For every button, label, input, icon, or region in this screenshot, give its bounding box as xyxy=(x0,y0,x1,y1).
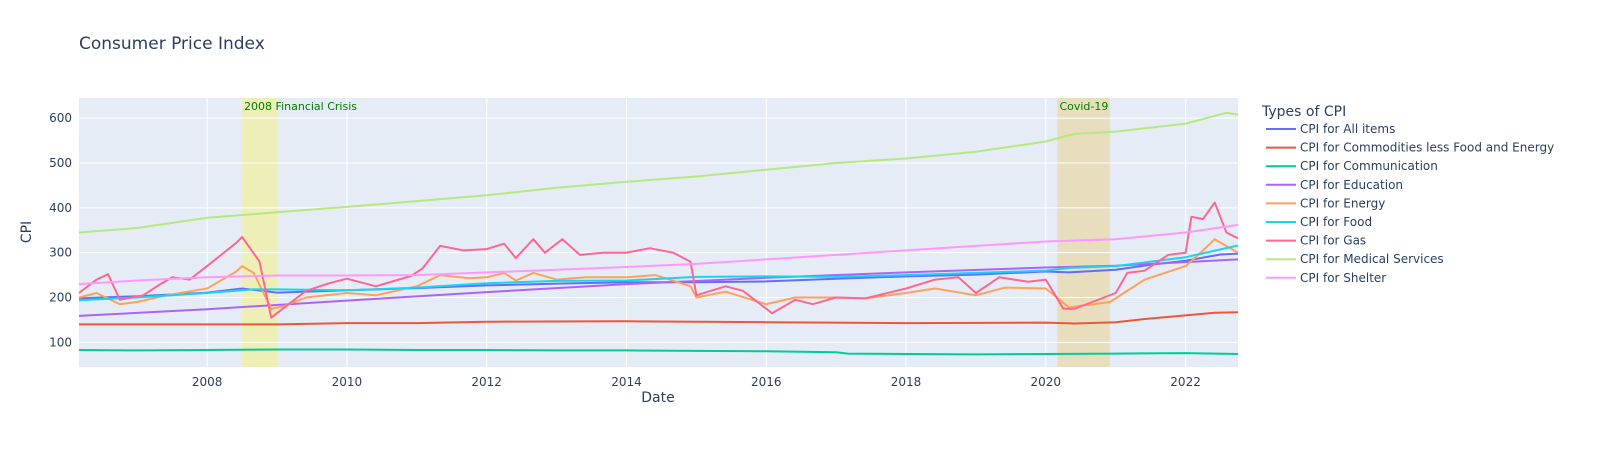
y-tick-label: 200 xyxy=(49,291,72,305)
x-tick-label: 2022 xyxy=(1170,375,1201,389)
series-line xyxy=(79,311,1239,326)
series-line xyxy=(78,223,1239,286)
legend-item[interactable]: CPI for Shelter xyxy=(1266,271,1386,285)
series-line xyxy=(78,238,1239,310)
chart-title: Consumer Price Index xyxy=(79,34,265,54)
x-tick-label: 2018 xyxy=(891,375,922,389)
legend-item[interactable]: CPI for Medical Services xyxy=(1266,252,1444,266)
legend-label: CPI for Energy xyxy=(1300,196,1385,210)
series-line xyxy=(78,111,1239,234)
y-tick-label: 500 xyxy=(49,156,72,170)
y-tick-label: 300 xyxy=(49,246,72,260)
legend-label: CPI for Shelter xyxy=(1300,271,1386,285)
y-tick-label: 600 xyxy=(49,111,72,125)
x-tick-label: 2012 xyxy=(471,375,502,389)
series-line xyxy=(78,258,1239,317)
series-line xyxy=(78,252,1239,300)
legend-item[interactable]: CPI for Food xyxy=(1266,215,1372,229)
legend-label: CPI for All items xyxy=(1300,122,1395,136)
legend-item[interactable]: CPI for Commodities less Food and Energy xyxy=(1266,141,1554,155)
highlight-label: 2008 Financial Crisis xyxy=(244,100,357,113)
x-tick-label: 2014 xyxy=(611,375,642,389)
highlight-label: Covid-19 xyxy=(1059,100,1108,113)
x-tick-label: 2020 xyxy=(1031,375,1062,389)
x-axis-title: Date xyxy=(641,390,674,406)
y-tick-label: 100 xyxy=(49,335,72,349)
legend-item[interactable]: CPI for Communication xyxy=(1266,159,1438,173)
legend-title: Types of CPI xyxy=(1261,104,1346,120)
y-axis-title: CPI xyxy=(19,221,35,243)
series-line xyxy=(78,244,1239,302)
legend-label: CPI for Commodities less Food and Energy xyxy=(1300,141,1554,155)
legend-item[interactable]: CPI for Energy xyxy=(1266,196,1385,210)
legend-item[interactable]: CPI for Gas xyxy=(1266,234,1366,248)
legend-label: CPI for Food xyxy=(1300,215,1372,229)
legend-label: CPI for Gas xyxy=(1300,234,1366,248)
legend-label: CPI for Education xyxy=(1300,178,1403,192)
highlight-region xyxy=(1057,98,1110,367)
series-line xyxy=(78,201,1239,319)
x-tick-label: 2016 xyxy=(751,375,782,389)
series-line xyxy=(78,348,1239,356)
legend-item[interactable]: CPI for Education xyxy=(1266,178,1403,192)
y-tick-label: 400 xyxy=(49,201,72,215)
legend-label: CPI for Communication xyxy=(1300,159,1438,173)
x-tick-label: 2010 xyxy=(332,375,363,389)
highlight-region xyxy=(242,98,278,367)
x-tick-label: 2008 xyxy=(192,375,223,389)
legend-item[interactable]: CPI for All items xyxy=(1266,122,1395,136)
legend-label: CPI for Medical Services xyxy=(1300,252,1444,266)
